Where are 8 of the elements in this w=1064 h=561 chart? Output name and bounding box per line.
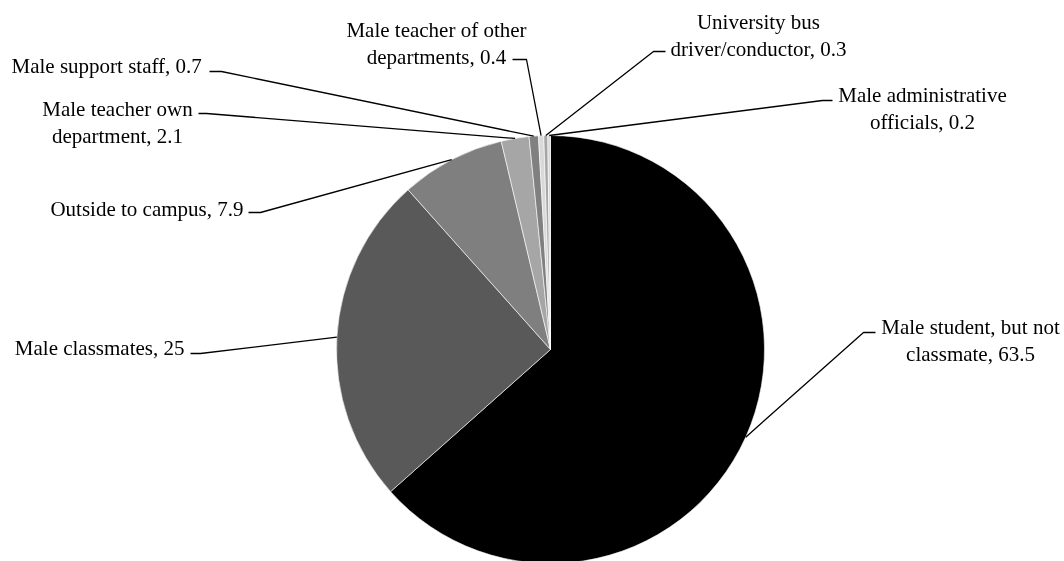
slice-label: Male classmates, 25 <box>14 335 185 360</box>
slice-label: Male administrative officials, 0.2 <box>838 82 1007 135</box>
slice-label: University bus driver/conductor, 0.3 <box>670 9 847 62</box>
slice-label: Male teacher own department, 2.1 <box>42 96 194 149</box>
slice-label: Outside to campus, 7.9 <box>50 196 244 221</box>
slice-label: Male support staff, 0.7 <box>11 53 202 78</box>
slice-label: Male student, but not classmate, 63.5 <box>881 314 1060 367</box>
slice-label: Male teacher of other departments, 0.4 <box>346 17 527 70</box>
